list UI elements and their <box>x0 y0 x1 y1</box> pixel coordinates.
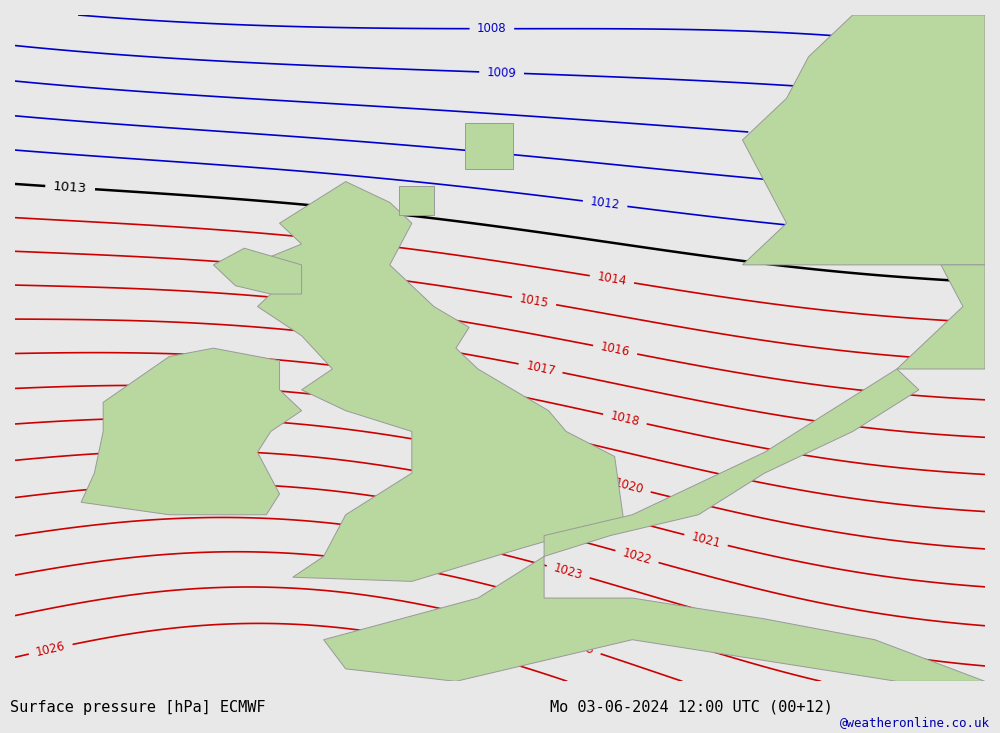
Text: 1020: 1020 <box>613 476 645 497</box>
Polygon shape <box>465 123 513 169</box>
Text: 1013: 1013 <box>53 180 87 195</box>
Text: 1017: 1017 <box>525 358 557 377</box>
Text: 1026: 1026 <box>35 639 67 659</box>
Text: 1010: 1010 <box>755 126 786 141</box>
Text: 1019: 1019 <box>534 425 566 445</box>
Text: 1021: 1021 <box>690 530 722 550</box>
Text: Surface pressure [hPa] ECMWF: Surface pressure [hPa] ECMWF <box>10 700 266 715</box>
Text: 1024: 1024 <box>626 619 658 641</box>
Text: 1014: 1014 <box>596 270 628 288</box>
Text: 1015: 1015 <box>518 292 550 310</box>
Polygon shape <box>213 248 302 294</box>
Polygon shape <box>81 348 302 515</box>
Text: 1008: 1008 <box>477 22 507 35</box>
Polygon shape <box>257 182 623 581</box>
Text: 1012: 1012 <box>589 195 621 212</box>
Text: 1009: 1009 <box>487 66 517 80</box>
Text: 1016: 1016 <box>599 340 631 359</box>
Text: 1025: 1025 <box>563 636 596 658</box>
Text: 1018: 1018 <box>609 409 641 429</box>
Text: Mo 03-06-2024 12:00 UTC (00+12): Mo 03-06-2024 12:00 UTC (00+12) <box>550 700 833 715</box>
Polygon shape <box>399 185 434 215</box>
Text: @weatheronline.co.uk: @weatheronline.co.uk <box>840 716 990 729</box>
Text: 1023: 1023 <box>552 561 584 582</box>
Text: 1011: 1011 <box>927 186 958 201</box>
Polygon shape <box>897 265 985 369</box>
Text: 1022: 1022 <box>621 546 653 567</box>
Polygon shape <box>742 15 985 265</box>
Polygon shape <box>324 369 985 682</box>
